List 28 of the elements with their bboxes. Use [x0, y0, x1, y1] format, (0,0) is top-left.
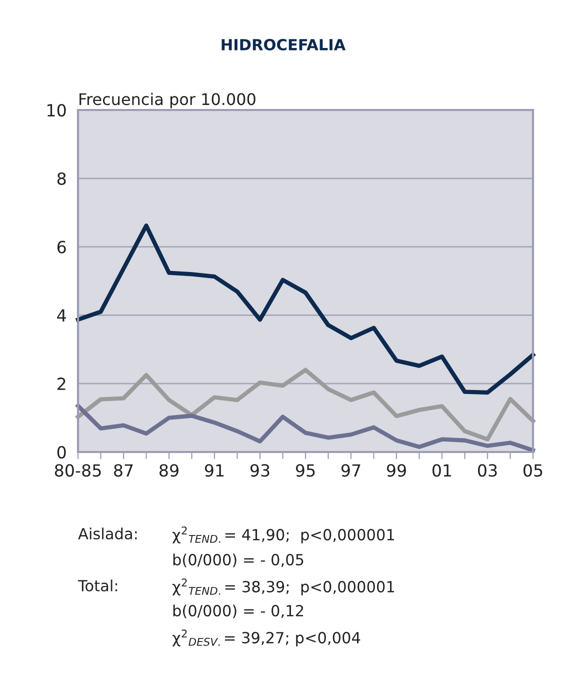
chart-title: HIDROCEFALIA	[222, 38, 346, 50]
x-tick-label: 05	[523, 464, 542, 477]
x-tick-label: 93	[250, 464, 270, 477]
y-tick-label: 10	[48, 104, 66, 117]
text: b(0/000) = - 0,05	[173, 554, 304, 568]
y-axis-title: Frecuencia por 10.000	[80, 92, 256, 108]
y-tick-label: 0	[57, 446, 66, 459]
x-tick-label: 03	[478, 464, 497, 477]
x-tick-label: 01	[432, 464, 452, 477]
y-tick-label: 6	[57, 240, 66, 254]
x-tick-label: 95	[296, 464, 315, 477]
text: Aislada:	[78, 528, 137, 540]
text: χ$^{2}$$_{TEND.}$= 41,90; p<0,000001	[172, 526, 394, 544]
y-tick-label: 8	[57, 172, 66, 185]
text: b(0/000) = - 0,12	[173, 604, 304, 618]
x-tick-label: 80-85	[54, 464, 101, 477]
x-tick-label: 87	[114, 464, 133, 477]
y-tick-label: 2	[58, 378, 66, 390]
line-series	[76, 368, 536, 442]
x-tick-label: 89	[160, 464, 178, 477]
text: χ$^{2}$$_{TEND.}$= 38,39; p<0,000001	[172, 578, 394, 596]
text: Total:	[78, 580, 118, 592]
x-tick-label: 91	[204, 464, 224, 477]
text: χ$^{2}$$_{DESV.}$= 39,27; p<0,004	[172, 629, 360, 646]
x-tick-label: 99	[386, 464, 406, 477]
x-tick-label: 97	[341, 464, 360, 477]
y-tick-label: 4	[57, 309, 66, 322]
line-series	[76, 224, 536, 395]
